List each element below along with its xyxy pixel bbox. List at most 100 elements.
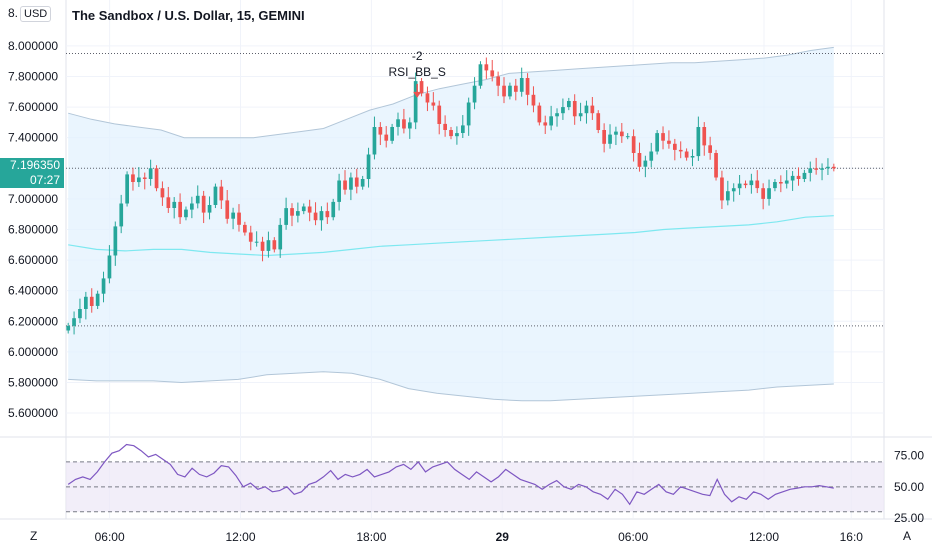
candlesticks [66,57,836,335]
bollinger-fill [68,47,834,401]
auto-scale-button[interactable]: A [903,529,912,543]
candle-body [431,102,436,106]
signal-annotation: -2 RSI_BB_S [389,49,446,98]
bollinger-upper-line [68,46,834,139]
candle-body [631,136,636,153]
candle-body [237,212,241,225]
price-tick-label: 6.600000 [8,253,58,267]
candle-body [172,201,177,208]
candle-body [125,174,129,204]
candle-body [602,130,606,144]
candle-body [643,160,648,167]
signal-arrow-icon [413,91,422,98]
currency-badge[interactable]: USD [20,6,52,22]
candle-body [354,177,359,187]
candle-body [826,166,830,169]
candle-body [519,78,524,92]
candle-body [614,131,618,135]
bollinger-basis-line [68,215,834,257]
candle-body [107,255,112,279]
candle-body [207,205,212,213]
candle-body [731,188,736,192]
candle-body [478,64,483,86]
candle-body [784,180,789,184]
candle-body [119,203,124,227]
candle-body [779,182,783,184]
candle-body [337,180,341,202]
dotted-levels [66,53,884,327]
candle-body [773,182,777,189]
candle-body [637,153,642,167]
candle-body [743,183,748,186]
time-tick-label: 18:00 [356,530,386,544]
candle-body [596,113,601,130]
candle-body [796,175,801,179]
price-tick-label: 8.000000 [8,39,58,53]
candle-body [449,130,453,137]
candle-body [390,127,394,141]
candle-body [201,195,206,213]
candle-body [443,123,447,130]
candle-body [66,325,71,331]
candle-body [472,85,477,103]
candle-body [137,177,141,183]
candle-body [425,93,430,103]
candle-body [496,76,500,86]
candle-body [313,212,318,221]
symbol-title: The Sandbox / U.S. Dollar, 15, GEMINI [72,8,305,23]
candle-body [790,175,795,181]
candle-body [690,156,695,158]
candle-body [755,180,760,189]
candle-body [702,127,707,146]
candle-body [360,179,365,187]
candle-body [655,133,659,152]
rsi-line [67,443,834,506]
candle-body [832,166,836,169]
price-tick-label: 7.800000 [8,69,58,83]
price-tick-label: 6.400000 [8,284,58,298]
candle-body [396,119,400,127]
candle-body [802,172,807,179]
candle-body [89,296,94,306]
price-tick-label: 7.400000 [8,131,58,145]
rsi-tick-label: 75.00 [894,449,924,463]
candle-body [296,211,300,216]
candle-body [254,241,259,243]
candle-body [561,107,565,114]
candle-body [584,105,589,114]
price-tick-label: 5.800000 [8,375,58,389]
current-price-value: 7.196350 [9,158,60,172]
candle-body [502,85,506,97]
candle-body [820,168,824,170]
time-tick-label: 12:00 [225,530,255,544]
candle-body [814,168,818,170]
candle-body [678,149,683,152]
candle-body [248,232,253,242]
candle-body [549,116,553,126]
candle-body [243,224,247,233]
candle-body [684,151,689,158]
candle-body [113,226,118,256]
candle-body [543,122,548,126]
candle-body [366,154,371,179]
candle-body [514,85,518,92]
candle-body [767,188,771,199]
candle-body [343,180,347,190]
candle-body [413,81,418,123]
candle-body [555,113,559,117]
zoom-toggle-button[interactable]: Z [30,529,38,543]
rsi-axis[interactable]: 75.00 50.00 25.00 [894,449,924,525]
rsi-pane [66,443,884,513]
candle-body [714,153,718,178]
candle-body [72,318,76,326]
rsi-tick-label: 25.00 [894,511,924,525]
candle-body [78,309,82,319]
time-axis[interactable]: 06:00 12:00 18:00 29 06:00 12:00 16:0 [95,530,864,544]
time-tick-label: 06:00 [618,530,648,544]
candle-body [708,145,712,153]
candle-body [84,296,88,309]
candle-body [673,143,677,150]
price-axis[interactable]: 8.0000007.8000007.6000007.4000007.200000… [8,6,58,420]
time-tick-label: 29 [496,530,510,544]
